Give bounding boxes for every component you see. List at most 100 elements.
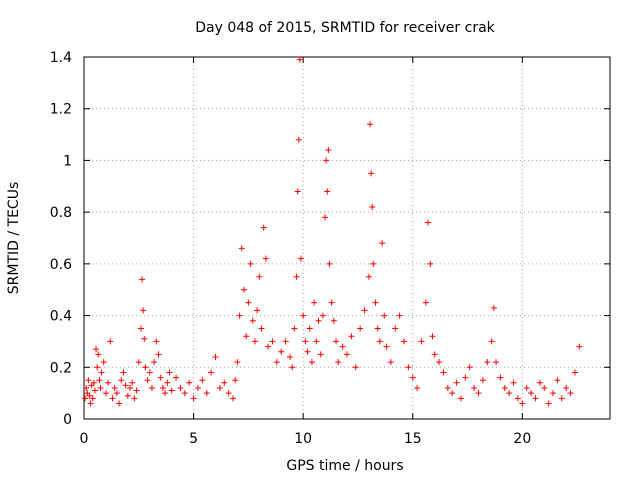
- data-point: [306, 325, 313, 332]
- data-point: [348, 333, 355, 340]
- y-tick-label: 0.6: [50, 257, 72, 273]
- data-point: [240, 286, 247, 293]
- data-point: [208, 369, 215, 376]
- data-point: [296, 56, 303, 63]
- data-point: [392, 325, 399, 332]
- data-point: [142, 364, 149, 371]
- data-point: [409, 374, 416, 381]
- data-point: [212, 353, 219, 360]
- data-point: [519, 400, 526, 407]
- data-point: [105, 379, 112, 386]
- data-point: [550, 390, 557, 397]
- data-point: [256, 273, 263, 280]
- data-point: [96, 377, 103, 384]
- y-tick-label: 0.4: [50, 309, 72, 325]
- data-point: [247, 260, 254, 267]
- data-point: [90, 379, 97, 386]
- data-series-srmtid: [82, 56, 583, 407]
- data-point: [234, 359, 241, 366]
- data-point: [230, 395, 237, 402]
- data-point: [295, 136, 302, 143]
- data-point: [251, 338, 258, 345]
- data-point: [131, 395, 138, 402]
- data-point: [269, 338, 276, 345]
- data-point: [177, 384, 184, 391]
- data-point: [133, 387, 140, 394]
- data-point: [567, 390, 574, 397]
- data-point: [98, 369, 105, 376]
- axis-ticks: [83, 56, 610, 420]
- x-tick-label: 20: [513, 431, 531, 447]
- data-point: [471, 384, 478, 391]
- data-point: [94, 364, 101, 371]
- data-point: [418, 338, 425, 345]
- data-point: [369, 203, 376, 210]
- data-point: [429, 333, 436, 340]
- data-point: [91, 387, 98, 394]
- data-point: [273, 359, 280, 366]
- data-point: [116, 400, 123, 407]
- y-tick-label: 1: [63, 153, 72, 169]
- data-point: [162, 390, 169, 397]
- data-point: [325, 147, 332, 154]
- data-point: [381, 312, 388, 319]
- data-point: [313, 338, 320, 345]
- data-point: [148, 384, 155, 391]
- data-point: [352, 364, 359, 371]
- data-point: [501, 384, 508, 391]
- x-tick-label: 5: [189, 431, 198, 447]
- data-point: [330, 317, 337, 324]
- data-point: [151, 359, 158, 366]
- data-point: [453, 379, 460, 386]
- data-point: [164, 379, 171, 386]
- data-point: [282, 338, 289, 345]
- data-point: [95, 351, 102, 358]
- data-point: [122, 382, 129, 389]
- data-point: [479, 377, 486, 384]
- data-point: [300, 312, 307, 319]
- data-point: [153, 338, 160, 345]
- data-point: [194, 384, 201, 391]
- data-point: [100, 359, 107, 366]
- data-point: [113, 390, 120, 397]
- data-point: [405, 364, 412, 371]
- data-point: [387, 359, 394, 366]
- data-point: [124, 392, 131, 399]
- data-point: [493, 359, 500, 366]
- data-point: [262, 255, 269, 262]
- data-point: [89, 395, 96, 402]
- data-point: [365, 273, 372, 280]
- data-point: [181, 390, 188, 397]
- data-point: [317, 351, 324, 358]
- data-point: [541, 384, 548, 391]
- data-point: [85, 377, 92, 384]
- y-axis-label: SRMTID / TECUs: [6, 182, 22, 295]
- data-point: [333, 338, 340, 345]
- data-point: [304, 348, 311, 355]
- y-tick-label: 1.2: [50, 102, 72, 118]
- data-point: [102, 390, 109, 397]
- data-point: [236, 312, 243, 319]
- data-point: [323, 157, 330, 164]
- data-point: [107, 338, 114, 345]
- data-point: [344, 351, 350, 358]
- data-point: [129, 379, 136, 386]
- data-point: [376, 338, 383, 345]
- data-point: [82, 395, 89, 402]
- data-point: [374, 325, 381, 332]
- x-tick-label: 0: [80, 431, 89, 447]
- data-point: [166, 369, 173, 376]
- data-point: [144, 377, 151, 384]
- data-point: [368, 170, 375, 177]
- x-axis-label: GPS time / hours: [286, 458, 403, 474]
- data-point: [449, 390, 456, 397]
- data-point: [372, 299, 379, 306]
- data-point: [462, 374, 469, 381]
- data-point: [414, 384, 421, 391]
- y-tick-label: 0.8: [50, 205, 72, 221]
- data-point: [319, 312, 326, 319]
- y-tick-label: 1.4: [50, 50, 72, 66]
- data-point: [97, 384, 104, 391]
- data-point: [425, 219, 432, 226]
- data-point: [199, 377, 206, 384]
